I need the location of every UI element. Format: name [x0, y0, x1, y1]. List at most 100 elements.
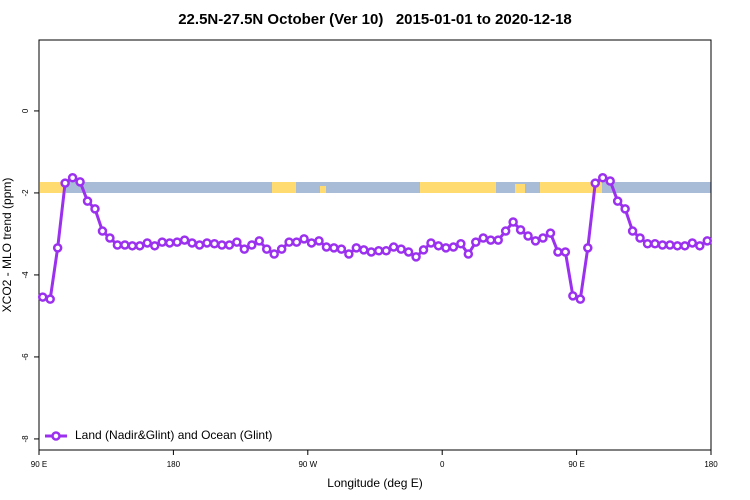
data-point — [441, 243, 451, 253]
data-point — [149, 241, 160, 251]
data-point — [463, 249, 474, 259]
data-point — [620, 204, 630, 214]
data-point — [702, 236, 713, 246]
data-point — [485, 235, 496, 245]
data-point — [179, 235, 190, 245]
data-point — [224, 240, 235, 250]
data-point — [306, 238, 317, 248]
data-point — [105, 233, 115, 243]
data-point — [612, 196, 623, 206]
x-tick-label: 90 E — [31, 460, 47, 469]
data-point — [291, 237, 302, 247]
data-point — [52, 243, 63, 253]
data-point — [232, 237, 242, 247]
data-point — [508, 217, 518, 227]
data-point — [627, 226, 638, 236]
data-point — [523, 231, 533, 241]
y-tick-label: 0 — [21, 108, 30, 113]
data-point — [373, 245, 384, 256]
data-point — [515, 225, 526, 235]
data-point — [478, 233, 489, 243]
data-point — [545, 228, 556, 238]
data-point — [359, 245, 369, 255]
data-point — [530, 236, 541, 246]
data-point — [187, 238, 197, 248]
data-point — [172, 237, 182, 247]
series-line — [42, 175, 709, 302]
x-tick-label: 90 W — [298, 460, 317, 469]
data-point — [568, 291, 578, 301]
data-point — [135, 241, 145, 251]
data-point — [493, 235, 503, 245]
data-point — [217, 240, 227, 250]
data-point — [164, 238, 175, 248]
data-point — [202, 238, 212, 248]
data-point — [90, 204, 100, 214]
data-point — [82, 196, 93, 206]
data-point — [336, 244, 347, 254]
data-point — [366, 247, 377, 257]
data-point — [695, 241, 705, 251]
y-axis-label: XCO2 - MLO trend (ppm) — [0, 178, 14, 313]
data-point — [314, 236, 324, 246]
data-point — [680, 241, 690, 251]
data-point — [538, 233, 548, 243]
data-point — [276, 244, 287, 254]
data-point — [45, 294, 55, 304]
data-point — [321, 242, 332, 252]
data-point — [351, 243, 362, 253]
x-tick-label: 180 — [167, 460, 181, 469]
data-point — [344, 249, 354, 259]
data-point — [665, 240, 675, 250]
data-point — [75, 177, 85, 187]
data-point — [112, 240, 123, 250]
data-point — [120, 240, 130, 250]
data-point — [635, 233, 645, 243]
y-tick-label: -2 — [21, 189, 30, 197]
y-tick-label: -6 — [21, 353, 30, 361]
data-point — [142, 238, 153, 248]
data-point — [396, 244, 406, 254]
data-point — [500, 226, 511, 236]
data-point — [60, 178, 70, 188]
data-point — [403, 247, 414, 257]
data-point — [650, 239, 660, 249]
y-tick-label: -4 — [21, 271, 30, 279]
data-point — [269, 249, 279, 259]
x-tick-label: 180 — [704, 460, 718, 469]
data-point — [583, 243, 593, 253]
data-point — [642, 239, 653, 249]
data-point — [471, 237, 481, 247]
map-strip — [40, 182, 711, 193]
data-point — [261, 244, 272, 254]
data-point — [97, 226, 108, 236]
data-point — [381, 245, 391, 256]
x-tick-label: 0 — [440, 460, 445, 469]
x-axis-label: Longitude (deg E) — [327, 476, 422, 490]
x-tick-label: 90 E — [568, 460, 584, 469]
data-point — [284, 237, 294, 247]
data-point — [597, 173, 608, 183]
data-point — [239, 244, 250, 254]
legend-label: Land (Nadir&Glint) and Ocean (Glint) — [75, 428, 272, 442]
data-point — [418, 245, 429, 255]
data-point — [127, 241, 138, 251]
legend-marker — [51, 431, 61, 441]
data-point — [657, 240, 668, 250]
data-point — [67, 173, 78, 183]
data-point — [254, 236, 265, 246]
data-point — [560, 247, 571, 257]
data-point — [329, 243, 339, 253]
data-point — [687, 238, 698, 248]
data-point — [157, 237, 167, 247]
data-point — [37, 292, 48, 302]
chart-title: 22.5N-27.5N October (Ver 10) 2015-01-01 … — [178, 11, 572, 28]
data-point — [194, 240, 205, 250]
data-point — [448, 242, 459, 252]
data-point — [247, 240, 257, 250]
plot-frame — [38, 39, 712, 451]
data-point — [605, 176, 615, 186]
data-point — [672, 241, 683, 251]
data-point — [388, 242, 399, 252]
